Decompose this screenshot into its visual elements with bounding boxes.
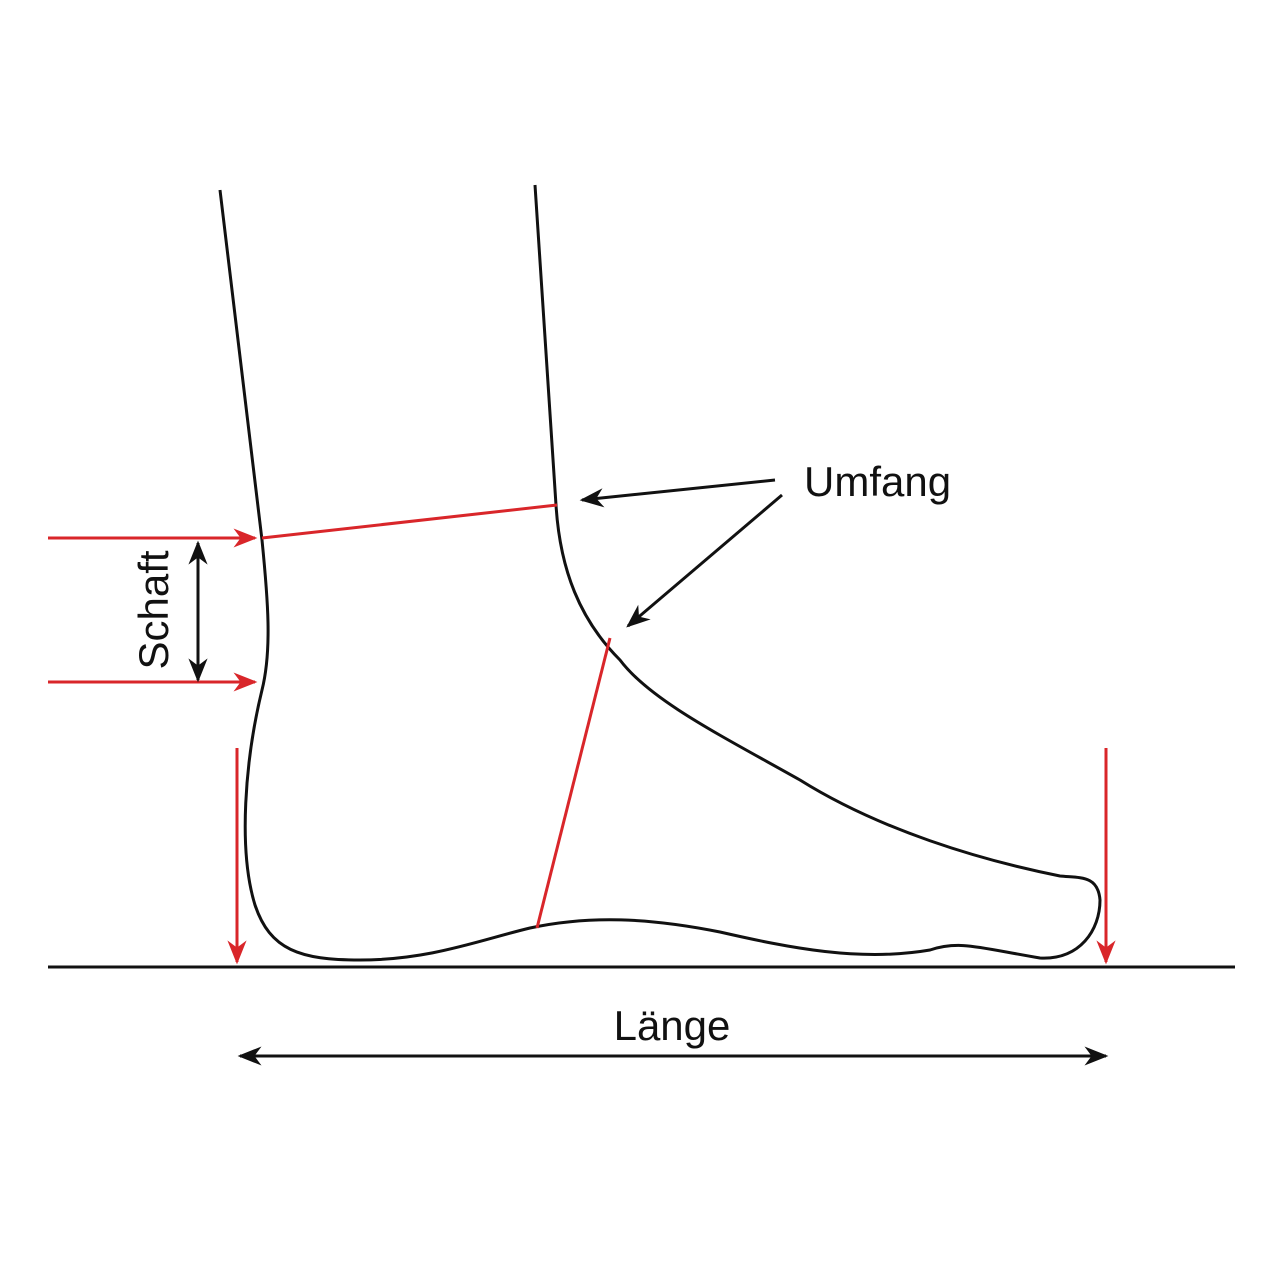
pointer-arrows bbox=[188, 478, 1109, 1066]
foot-outline bbox=[48, 184, 1235, 969]
label-circumference: Umfang bbox=[804, 458, 951, 505]
label-shaft: Schaft bbox=[130, 550, 177, 669]
measure-lines bbox=[48, 503, 1116, 965]
label-length: Länge bbox=[614, 1002, 731, 1049]
